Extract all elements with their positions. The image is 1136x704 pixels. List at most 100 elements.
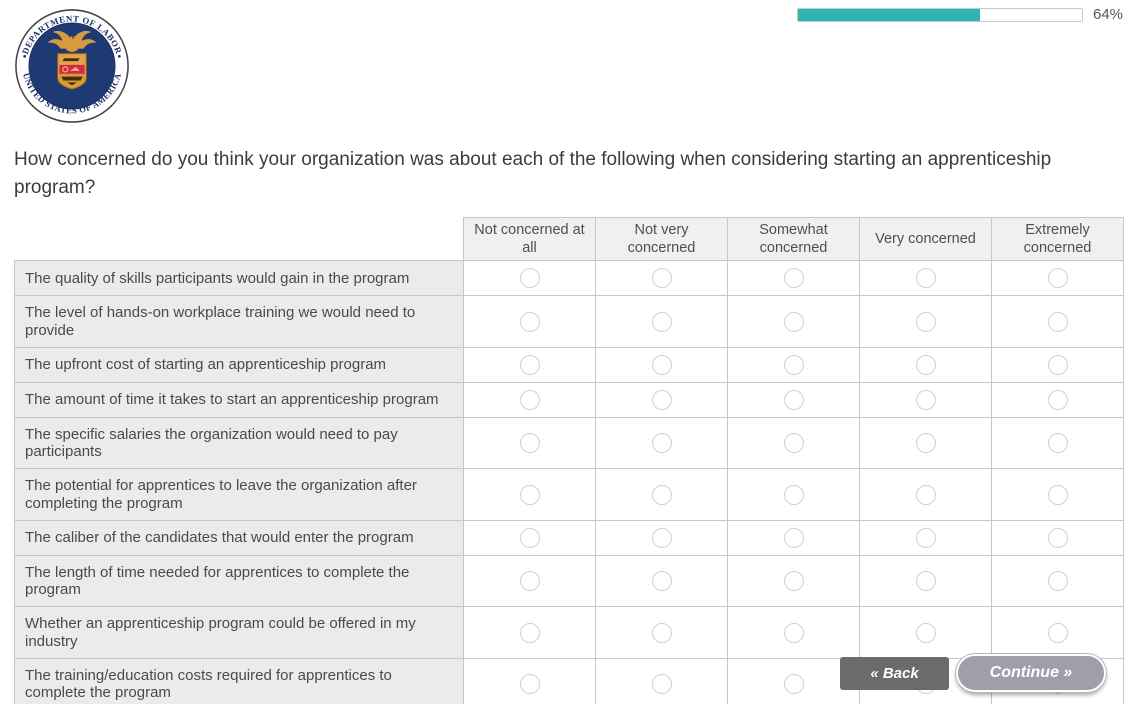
radio-button-row3-col4[interactable] [1047, 389, 1068, 410]
matrix-cell-5-4[interactable] [991, 468, 1124, 521]
matrix-cell-4-3[interactable] [859, 416, 992, 470]
radio-button-row6-col3[interactable] [915, 527, 936, 548]
radio-button-row0-col0[interactable] [519, 268, 540, 289]
radio-button-row0-col3[interactable] [915, 268, 936, 289]
matrix-cell-6-3[interactable] [859, 519, 992, 556]
radio-button-row0-col1[interactable] [651, 268, 672, 289]
radio-button-row8-col3[interactable] [915, 622, 936, 643]
matrix-cell-7-0[interactable] [463, 554, 596, 608]
matrix-cell-0-3[interactable] [859, 260, 992, 297]
matrix-cell-1-3[interactable] [859, 295, 992, 348]
radio-button-row9-col1[interactable] [651, 674, 672, 694]
matrix-question-table: Not concerned at all Not very concerned So… [14, 216, 1124, 704]
matrix-cell-7-2[interactable] [727, 554, 860, 608]
radio-button-row6-col2[interactable] [783, 527, 804, 548]
matrix-cell-4-1[interactable] [595, 416, 728, 470]
matrix-cell-0-1[interactable] [595, 260, 728, 297]
matrix-cell-5-3[interactable] [859, 468, 992, 521]
back-button[interactable]: « Back [840, 657, 949, 690]
radio-button-row4-col1[interactable] [651, 433, 672, 453]
matrix-cell-2-2[interactable] [727, 346, 860, 383]
radio-button-row8-col4[interactable] [1047, 622, 1068, 643]
matrix-cell-3-0[interactable] [463, 381, 596, 418]
radio-button-row9-col2[interactable] [783, 674, 804, 694]
matrix-cell-6-2[interactable] [727, 519, 860, 556]
radio-button-row1-col4[interactable] [1047, 311, 1068, 332]
matrix-cell-3-2[interactable] [727, 381, 860, 418]
matrix-cell-6-4[interactable] [991, 519, 1124, 556]
radio-button-row5-col1[interactable] [651, 484, 672, 505]
radio-button-row3-col3[interactable] [915, 389, 936, 410]
radio-button-row7-col2[interactable] [783, 571, 804, 591]
matrix-cell-2-3[interactable] [859, 346, 992, 383]
matrix-cell-7-3[interactable] [859, 554, 992, 608]
matrix-cell-4-0[interactable] [463, 416, 596, 470]
radio-button-row8-col2[interactable] [783, 622, 804, 643]
radio-button-row3-col1[interactable] [651, 389, 672, 410]
matrix-cell-9-0[interactable] [463, 657, 596, 704]
matrix-cell-2-0[interactable] [463, 346, 596, 383]
matrix-cell-1-4[interactable] [991, 295, 1124, 348]
continue-button[interactable]: Continue » [956, 654, 1106, 692]
matrix-cell-7-1[interactable] [595, 554, 728, 608]
radio-button-row0-col4[interactable] [1047, 268, 1068, 289]
radio-button-row2-col0[interactable] [519, 354, 540, 375]
matrix-cell-8-0[interactable] [463, 606, 596, 659]
matrix-row-2: The upfront cost of starting an apprenti… [14, 346, 1124, 383]
matrix-cell-2-4[interactable] [991, 346, 1124, 383]
matrix-cell-8-4[interactable] [991, 606, 1124, 659]
matrix-cell-3-4[interactable] [991, 381, 1124, 418]
matrix-cell-9-2[interactable] [727, 657, 860, 704]
matrix-cell-5-0[interactable] [463, 468, 596, 521]
radio-button-row1-col1[interactable] [651, 311, 672, 332]
matrix-cell-8-2[interactable] [727, 606, 860, 659]
radio-button-row8-col1[interactable] [651, 622, 672, 643]
radio-button-row2-col3[interactable] [915, 354, 936, 375]
radio-button-row7-col0[interactable] [519, 571, 540, 591]
radio-button-row2-col4[interactable] [1047, 354, 1068, 375]
radio-button-row4-col3[interactable] [915, 433, 936, 453]
matrix-cell-8-1[interactable] [595, 606, 728, 659]
matrix-cell-2-1[interactable] [595, 346, 728, 383]
radio-button-row6-col0[interactable] [519, 527, 540, 548]
radio-button-row2-col1[interactable] [651, 354, 672, 375]
matrix-cell-0-0[interactable] [463, 260, 596, 297]
radio-button-row7-col4[interactable] [1047, 571, 1068, 591]
radio-button-row1-col2[interactable] [783, 311, 804, 332]
matrix-cell-5-2[interactable] [727, 468, 860, 521]
matrix-cell-3-1[interactable] [595, 381, 728, 418]
radio-button-row8-col0[interactable] [519, 622, 540, 643]
radio-button-row0-col2[interactable] [783, 268, 804, 289]
radio-button-row5-col0[interactable] [519, 484, 540, 505]
matrix-cell-1-0[interactable] [463, 295, 596, 348]
radio-button-row1-col0[interactable] [519, 311, 540, 332]
matrix-cell-7-4[interactable] [991, 554, 1124, 608]
matrix-cell-1-1[interactable] [595, 295, 728, 348]
matrix-cell-0-4[interactable] [991, 260, 1124, 297]
radio-button-row4-col4[interactable] [1047, 433, 1068, 453]
matrix-cell-9-1[interactable] [595, 657, 728, 704]
radio-button-row7-col1[interactable] [651, 571, 672, 591]
radio-button-row3-col0[interactable] [519, 389, 540, 410]
matrix-cell-0-2[interactable] [727, 260, 860, 297]
matrix-cell-8-3[interactable] [859, 606, 992, 659]
radio-button-row4-col2[interactable] [783, 433, 804, 453]
matrix-cell-4-2[interactable] [727, 416, 860, 470]
radio-button-row4-col0[interactable] [519, 433, 540, 453]
matrix-cell-3-3[interactable] [859, 381, 992, 418]
radio-button-row2-col2[interactable] [783, 354, 804, 375]
matrix-cell-6-1[interactable] [595, 519, 728, 556]
radio-button-row9-col0[interactable] [519, 674, 540, 694]
radio-button-row6-col1[interactable] [651, 527, 672, 548]
matrix-cell-5-1[interactable] [595, 468, 728, 521]
matrix-cell-6-0[interactable] [463, 519, 596, 556]
radio-button-row5-col2[interactable] [783, 484, 804, 505]
radio-button-row3-col2[interactable] [783, 389, 804, 410]
matrix-cell-4-4[interactable] [991, 416, 1124, 470]
radio-button-row6-col4[interactable] [1047, 527, 1068, 548]
radio-button-row7-col3[interactable] [915, 571, 936, 591]
matrix-cell-1-2[interactable] [727, 295, 860, 348]
radio-button-row5-col4[interactable] [1047, 484, 1068, 505]
radio-button-row5-col3[interactable] [915, 484, 936, 505]
radio-button-row1-col3[interactable] [915, 311, 936, 332]
